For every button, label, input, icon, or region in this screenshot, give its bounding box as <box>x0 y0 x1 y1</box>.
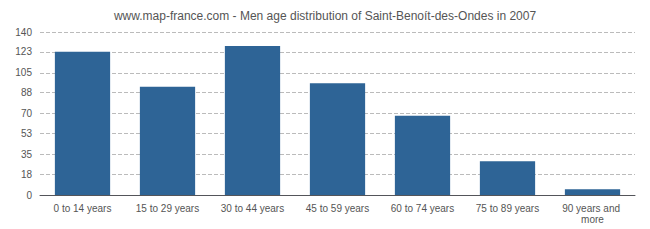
svg-text:30 to 44 years: 30 to 44 years <box>221 203 284 214</box>
svg-text:140: 140 <box>15 27 32 38</box>
svg-text:105: 105 <box>15 67 32 78</box>
svg-text:60 to 74 years: 60 to 74 years <box>391 203 454 214</box>
svg-text:18: 18 <box>21 169 33 180</box>
svg-text:more: more <box>581 214 604 225</box>
svg-text:35: 35 <box>21 149 33 160</box>
svg-text:90 years and: 90 years and <box>562 203 623 214</box>
svg-text:75 to 89 years: 75 to 89 years <box>476 203 539 214</box>
svg-text:0 to 14 years: 0 to 14 years <box>54 203 112 214</box>
svg-text:45 to 59 years: 45 to 59 years <box>306 203 369 214</box>
svg-text:www.map-france.com - Men age d: www.map-france.com - Men age distributio… <box>113 9 537 23</box>
svg-text:70: 70 <box>21 108 33 119</box>
svg-text:53: 53 <box>21 128 33 139</box>
svg-text:123: 123 <box>15 46 32 57</box>
svg-text:0: 0 <box>26 190 32 201</box>
svg-text:15 to 29 years: 15 to 29 years <box>136 203 199 214</box>
svg-text:88: 88 <box>21 87 33 98</box>
